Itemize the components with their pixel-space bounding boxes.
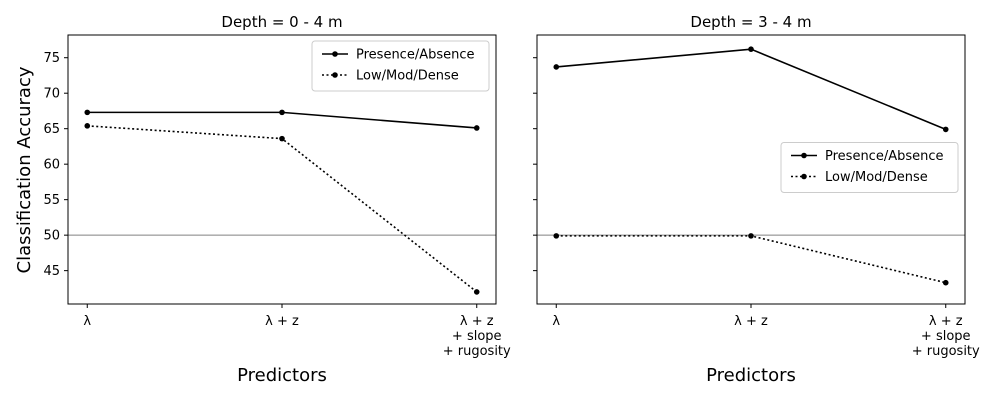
data-point xyxy=(473,289,480,295)
series-line-low-mod-dense xyxy=(87,125,478,293)
x-tick-label: λ xyxy=(83,314,91,329)
x-tick-label: λ + z + slope + rugosity xyxy=(912,314,980,359)
y-tick-label: 70 xyxy=(43,87,60,102)
data-point xyxy=(84,109,91,116)
data-point xyxy=(553,64,560,70)
series-line-low-mod-dense xyxy=(556,235,946,284)
chart-title: Depth = 3 - 4 m xyxy=(690,13,811,31)
legend-label: Low/Mod/Dense xyxy=(825,170,928,185)
y-tick-label: 50 xyxy=(43,229,60,244)
data-point xyxy=(279,109,285,116)
y-tick-label: 55 xyxy=(43,193,60,208)
x-axis-label: Predictors xyxy=(237,365,327,386)
x-tick-label: λ + z xyxy=(734,314,768,329)
legend-marker xyxy=(332,51,338,57)
legend-marker xyxy=(801,173,807,180)
plot-frame xyxy=(67,34,497,305)
y-tick-label: 45 xyxy=(43,264,60,279)
legend-marker xyxy=(332,72,338,78)
y-tick-label: 65 xyxy=(43,122,60,137)
panel-right: λ λ + z λ + z + slope + rugosity Depth = 3 - … xyxy=(533,13,980,386)
y-tick-label: 75 xyxy=(43,51,60,66)
y-tick-label: 60 xyxy=(43,158,60,173)
x-axis-label: Predictors xyxy=(706,365,796,386)
data-point xyxy=(748,46,754,52)
x-tick-label: λ xyxy=(552,314,560,329)
legend-marker xyxy=(801,152,807,159)
x-tick-label: λ + z + slope + rugosity xyxy=(443,314,511,359)
legend-label: Low/Mod/Dense xyxy=(356,69,459,84)
legend-label: Presence/Absence xyxy=(825,149,944,164)
panel-left: 45 50 55 60 65 70 75 λ λ + z λ + z + slope + rugosi… xyxy=(43,13,511,386)
legend-label: Presence/Absence xyxy=(356,48,475,63)
y-axis-label: Classification Accuracy xyxy=(14,66,35,273)
data-point xyxy=(942,126,949,133)
chart-title: Depth = 0 - 4 m xyxy=(221,13,342,31)
data-point xyxy=(473,125,480,131)
data-point xyxy=(942,279,949,286)
data-point xyxy=(279,135,285,142)
x-tick-label: λ + z xyxy=(265,314,299,329)
legend-box xyxy=(780,142,959,193)
data-point xyxy=(84,123,91,129)
legend-box xyxy=(311,40,490,92)
data-point xyxy=(553,233,560,239)
data-point xyxy=(748,233,754,239)
plot-frame xyxy=(536,34,966,305)
series-line-presence-absence xyxy=(556,48,947,131)
